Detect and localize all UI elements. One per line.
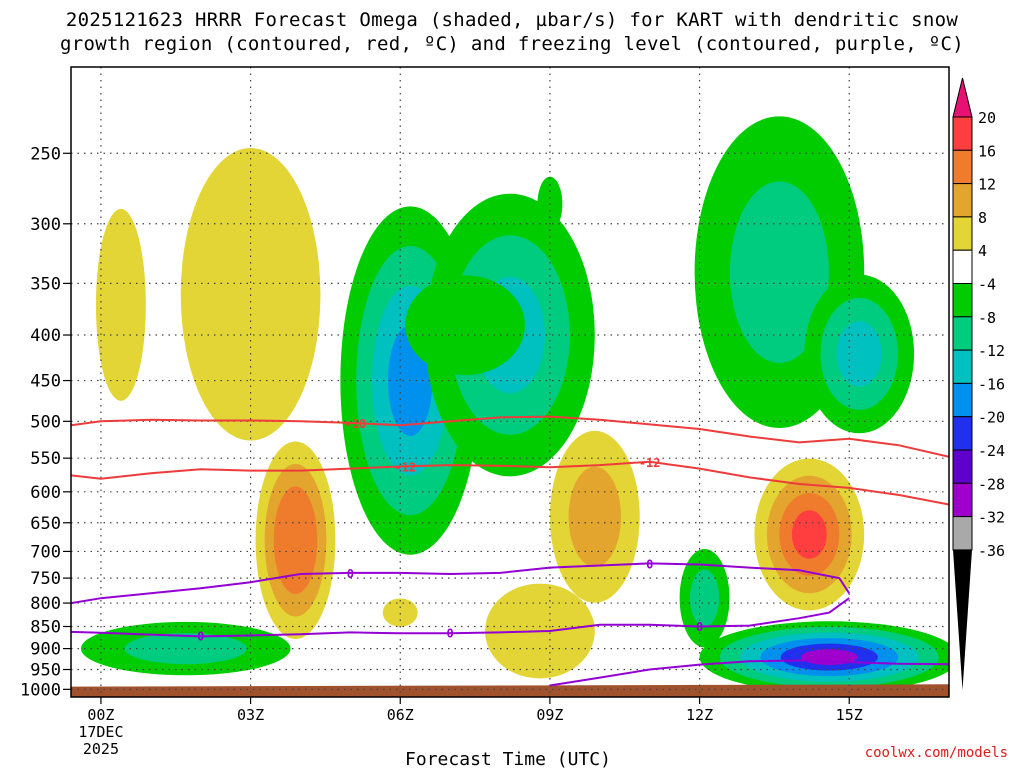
- x-tick-sublabel-date: 17DEC: [78, 723, 123, 741]
- colorbar-swatch-1: [952, 149, 973, 185]
- contour-line-3: [71, 597, 850, 638]
- y-tick-label-1000: 1000: [20, 680, 61, 700]
- colorbar-swatch-11: [952, 482, 973, 518]
- x-tick-sublabel-year: 2025: [83, 740, 119, 758]
- y-tick-label-600: 600: [30, 483, 61, 503]
- x-tick-label-09Z: 09Z: [536, 706, 563, 724]
- omega-region-8-level-0: [382, 598, 418, 627]
- x-axis-label: Forecast Time (UTC): [405, 749, 611, 768]
- contour-line-0: [71, 415, 949, 458]
- omega-region-13-level-3: [791, 510, 827, 559]
- plot-frame: [70, 66, 950, 698]
- y-tick-label-800: 800: [30, 594, 61, 614]
- y-tick-label-450: 450: [30, 372, 61, 392]
- colorbar-swatch-6: [952, 316, 973, 351]
- y-tick-label-350: 350: [30, 274, 61, 294]
- omega-region-1-level-0: [180, 148, 321, 441]
- omega-region-3-level-1: [124, 633, 247, 665]
- contour-line-2: [71, 562, 851, 605]
- colorbar-label-4: 4: [978, 242, 987, 260]
- colorbar-swatch-0: [952, 116, 973, 151]
- x-tick-label-12Z: 12Z: [686, 706, 713, 724]
- colorbar-label-3: 8: [978, 209, 987, 227]
- omega-region-2-level-3: [282, 508, 309, 572]
- terrain-ground: [71, 684, 949, 697]
- colorbar-swatch-8: [952, 382, 973, 418]
- y-tick-label-550: 550: [30, 449, 61, 469]
- colorbar-label-12: -32: [978, 509, 1005, 527]
- x-tick-label-03Z: 03Z: [237, 706, 264, 724]
- chart-title-line1: 2025121623 HRRR Forecast Omega (shaded, …: [65, 9, 959, 31]
- contour-label-2: -12: [639, 456, 661, 470]
- contour-label-3: 0: [347, 567, 354, 581]
- colorbar-swatch-12: [952, 516, 973, 551]
- y-tick-label-950: 950: [30, 661, 61, 681]
- colorbar-swatch-9: [952, 416, 973, 451]
- omega-region-9-level-1: [568, 466, 621, 567]
- contour-label-7: 0: [696, 620, 703, 634]
- omega-region-6-level-0: [405, 275, 525, 376]
- colorbar-label-1: 16: [978, 142, 996, 160]
- colorbar-swatch-2: [952, 183, 973, 218]
- colorbar-label-7: -12: [978, 342, 1005, 360]
- colorbar-swatch-4: [952, 249, 973, 284]
- colorbar-swatch-5: [952, 283, 973, 318]
- y-tick-label-700: 700: [30, 542, 61, 562]
- colorbar-swatch-7: [952, 349, 973, 384]
- y-tick-label-500: 500: [30, 412, 61, 432]
- y-tick-label-300: 300: [30, 215, 61, 235]
- contour-label-0: -18: [345, 417, 367, 431]
- y-tick-label-750: 750: [30, 569, 61, 589]
- colorbar-swatch-3: [952, 216, 973, 251]
- y-tick-label-850: 850: [30, 617, 61, 637]
- contour-label-1: -12: [394, 461, 416, 475]
- colorbar-top-triangle: [952, 77, 973, 118]
- x-tick-label-00Z: 00Z: [87, 706, 114, 724]
- colorbar-label-8: -16: [978, 375, 1005, 393]
- colorbar-label-9: -20: [978, 409, 1005, 427]
- colorbar-label-10: -24: [978, 442, 1005, 460]
- contour-line-1: [71, 460, 949, 506]
- colorbar-label-13: -36: [978, 542, 1005, 560]
- colorbar-label-0: 20: [978, 109, 996, 127]
- omega-region-12-level-2: [836, 321, 882, 387]
- y-tick-label-400: 400: [30, 326, 61, 346]
- x-tick-label-06Z: 06Z: [387, 706, 414, 724]
- contour-label-5: 0: [197, 629, 204, 643]
- chart-title-line2: growth region (contoured, red, ºC) and f…: [60, 33, 964, 55]
- x-tick-label-15Z: 15Z: [836, 706, 863, 724]
- colorbar-label-11: -28: [978, 475, 1005, 493]
- colorbar-label-6: -8: [978, 309, 996, 327]
- contour-label-4: 0: [646, 557, 653, 571]
- colorbar-label-5: -4: [978, 276, 996, 294]
- y-tick-label-650: 650: [30, 514, 61, 534]
- y-tick-label-900: 900: [30, 640, 61, 660]
- omega-region-15-level-1: [690, 569, 720, 627]
- contour-line-4: [549, 659, 949, 687]
- colorbar-bottom-triangle: [953, 549, 972, 690]
- y-tick-label-250: 250: [30, 144, 61, 164]
- omega-region-0-level-0: [95, 208, 146, 401]
- contour-label-6: 0: [447, 626, 454, 640]
- colorbar-label-2: 12: [978, 176, 996, 194]
- colorbar-swatch-10: [952, 449, 973, 484]
- omega-region-11-level-1: [729, 181, 829, 364]
- credit-text: coolwx.com/models: [864, 745, 1008, 761]
